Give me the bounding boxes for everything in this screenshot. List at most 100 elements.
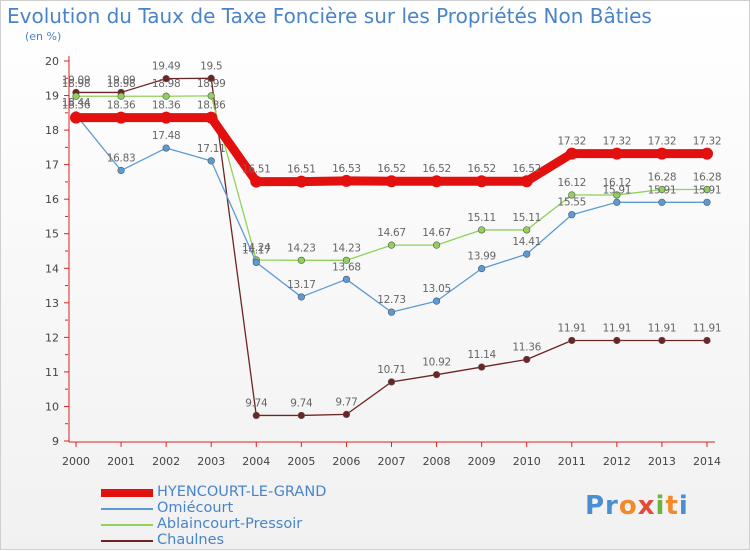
data-label-2: 18.98 xyxy=(107,78,136,90)
data-label-2: 16.12 xyxy=(558,177,587,189)
data-point-3 xyxy=(252,411,260,420)
data-point-2 xyxy=(568,191,576,199)
data-label-1: 17.11 xyxy=(197,143,226,155)
data-point-0 xyxy=(295,175,308,188)
data-label-2: 15.11 xyxy=(512,212,541,224)
data-label-1: 13.99 xyxy=(467,251,496,263)
data-point-1 xyxy=(207,157,215,165)
data-point-1 xyxy=(568,211,576,219)
data-point-1 xyxy=(162,144,170,152)
x-tick-label: 2005 xyxy=(287,455,315,468)
data-label-2: 18.98 xyxy=(152,78,181,90)
data-point-1 xyxy=(252,258,260,267)
data-point-3 xyxy=(568,336,576,345)
data-point-2 xyxy=(297,256,305,264)
y-tick-label: 14 xyxy=(45,262,59,275)
legend-label-ablaincourt: Ablaincourt-Pressoir xyxy=(157,516,303,532)
x-tick-label: 2010 xyxy=(513,455,541,468)
x-tick-label: 2006 xyxy=(332,455,360,468)
data-label-3: 9.74 xyxy=(245,397,268,409)
y-tick-label: 16 xyxy=(45,193,59,206)
y-tick-label: 13 xyxy=(45,297,59,310)
data-label-2: 15.11 xyxy=(467,212,496,224)
data-label-3: 11.91 xyxy=(558,322,587,334)
y-tick-label: 15 xyxy=(45,228,59,241)
proxiti-logo: Proxiti xyxy=(585,491,689,521)
data-label-0: 16.53 xyxy=(332,163,361,175)
data-label-0: 16.52 xyxy=(467,163,496,175)
legend-swatch-ablaincourt xyxy=(101,524,153,526)
x-tick-label: 2011 xyxy=(558,455,586,468)
data-label-2: 14.23 xyxy=(332,242,361,254)
data-point-2 xyxy=(703,185,711,194)
data-label-3: 9.74 xyxy=(290,397,313,409)
data-point-1 xyxy=(432,297,441,305)
data-label-1: 15.55 xyxy=(558,197,587,209)
data-label-3: 19.49 xyxy=(152,61,181,73)
data-point-0 xyxy=(701,147,713,160)
data-point-3 xyxy=(613,336,621,345)
data-label-2: 14.67 xyxy=(422,227,451,239)
data-point-0 xyxy=(520,175,533,188)
data-label-3: 19.09 xyxy=(107,74,136,86)
data-label-2: 16.28 xyxy=(648,172,677,184)
data-point-2 xyxy=(478,226,486,234)
data-point-2 xyxy=(613,191,621,199)
data-label-2: 16.12 xyxy=(603,177,632,189)
data-point-2 xyxy=(342,256,351,264)
data-point-0 xyxy=(115,111,128,124)
data-point-3 xyxy=(162,75,170,83)
data-label-1: 15.91 xyxy=(693,184,722,196)
legend-swatch-chaulnes xyxy=(101,540,153,542)
data-label-2: 18.99 xyxy=(197,78,226,90)
x-tick-label: 2003 xyxy=(197,455,225,468)
data-point-3 xyxy=(703,336,711,345)
data-label-3: 10.71 xyxy=(377,364,406,376)
legend-swatch-hyencourt xyxy=(101,489,153,497)
data-label-3: 11.36 xyxy=(512,341,541,353)
data-label-0: 16.52 xyxy=(422,163,451,175)
data-label-3: 19.09 xyxy=(62,74,91,86)
legend-label-chaulnes: Chaulnes xyxy=(157,532,225,548)
data-point-0 xyxy=(250,175,263,188)
data-label-0: 16.51 xyxy=(287,164,316,176)
data-point-2 xyxy=(658,185,666,194)
data-point-3 xyxy=(658,336,666,345)
data-label-1: 15.91 xyxy=(648,184,677,196)
data-point-3 xyxy=(297,411,305,420)
data-point-0 xyxy=(160,111,173,124)
data-label-2: 14.23 xyxy=(287,242,316,254)
data-point-1 xyxy=(703,198,711,206)
data-label-3: 9.77 xyxy=(335,396,357,408)
data-point-3 xyxy=(432,371,441,379)
y-tick-label: 10 xyxy=(45,400,59,413)
data-point-0 xyxy=(205,111,218,124)
data-point-2 xyxy=(162,92,170,100)
data-label-1: 16.83 xyxy=(107,153,136,165)
data-point-3 xyxy=(207,74,215,82)
data-point-2 xyxy=(72,92,80,100)
x-tick-label: 2002 xyxy=(152,455,180,468)
data-label-0: 16.52 xyxy=(377,163,406,175)
data-point-2 xyxy=(387,241,396,249)
y-tick-label: 19 xyxy=(45,90,59,103)
data-label-1: 13.05 xyxy=(422,283,451,295)
legend-label-omiecourt: Omiécourt xyxy=(157,500,234,516)
data-point-1 xyxy=(342,275,351,283)
data-point-3 xyxy=(342,410,351,419)
data-point-0 xyxy=(475,175,488,188)
x-tick-label: 2013 xyxy=(648,455,676,468)
x-tick-label: 2008 xyxy=(423,455,451,468)
data-point-0 xyxy=(340,174,353,187)
data-label-0: 17.32 xyxy=(648,136,677,148)
data-label-1: 15.91 xyxy=(603,184,632,196)
data-point-3 xyxy=(387,378,396,386)
y-tick-label: 18 xyxy=(45,124,59,137)
data-label-3: 10.92 xyxy=(422,357,451,369)
y-tick-label: 17 xyxy=(45,159,59,172)
data-point-3 xyxy=(478,363,486,371)
data-point-0 xyxy=(430,175,443,188)
data-label-0: 17.32 xyxy=(558,136,587,148)
data-label-3: 11.91 xyxy=(603,322,632,334)
